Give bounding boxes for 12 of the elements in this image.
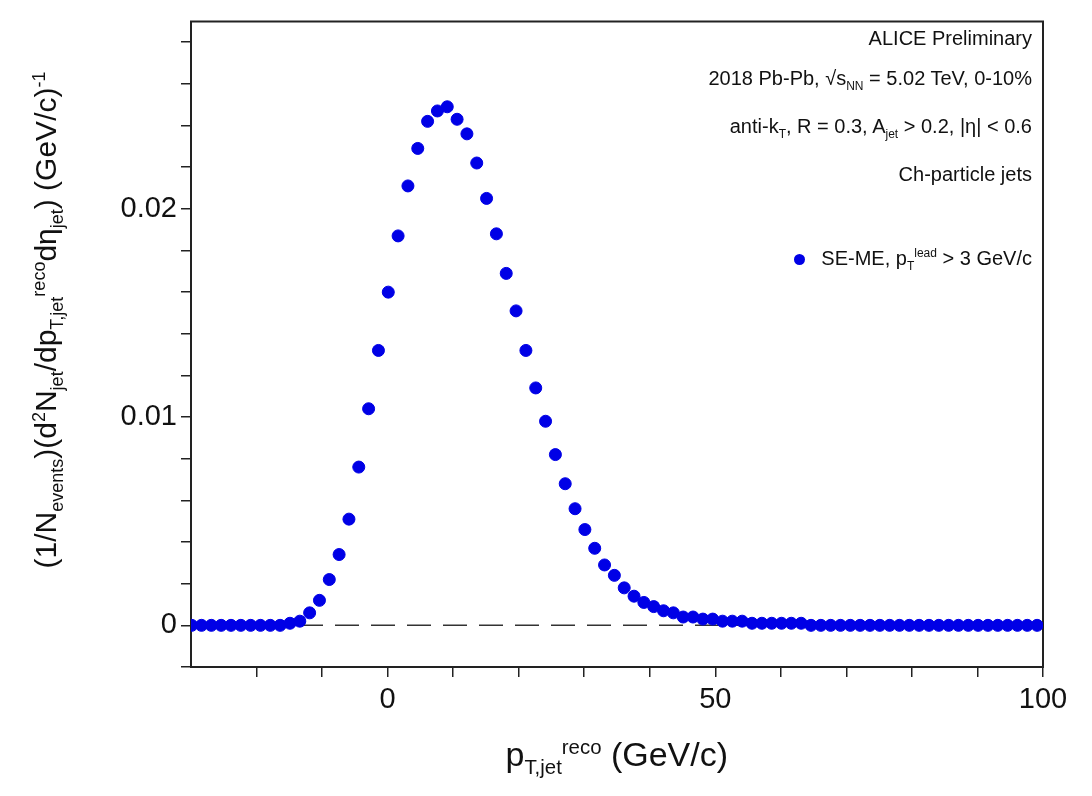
y-tick-label: 0.02 [120,190,177,223]
annotation: Ch-particle jets [897,162,1032,187]
y-tick-label: 0 [160,607,177,640]
x-tick-label: 50 [699,682,732,715]
x-tick-label: 100 [1018,682,1068,715]
x-tick-label: 0 [379,682,396,715]
legend-label: SE-ME, p$_{T}$$^{lead}$ > 3 GeV/c [821,246,1032,273]
x-axis-title: p$_{T,jet}$$^{reco}$ (GeV/c) [505,735,729,779]
annotation: 2018 Pb-Pb, √s$_{NN}$ = 5.02 TeV, 0-10% [708,66,1032,95]
annotation: ALICE Preliminary [867,26,1032,51]
y-tick-label: 0.01 [120,399,177,432]
annotation: anti-k$_{T}$, R = 0.3, A$_{jet}$ > 0.2, |η| < 0.6 [728,114,1032,143]
